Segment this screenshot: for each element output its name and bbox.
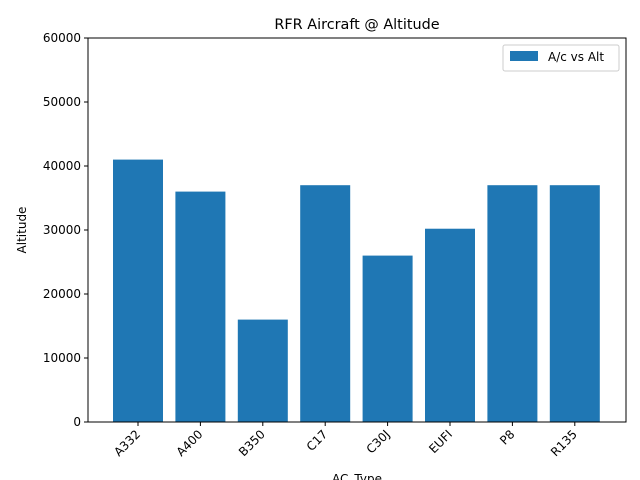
plot-frame [87, 37, 627, 423]
x-tick-label: A400 [174, 427, 206, 459]
x-axis-label: AC_Type [332, 472, 382, 480]
bar-p8 [487, 185, 538, 422]
x-tick-label: P8 [497, 427, 517, 447]
y-tick-label: 20000 [43, 287, 81, 301]
bar-a400 [175, 191, 226, 422]
bar-r135 [549, 185, 600, 422]
x-tick-label: B350 [236, 427, 268, 459]
bar-c17 [300, 185, 351, 422]
bar-eufi [425, 228, 475, 422]
bars-group [113, 159, 600, 422]
y-tick-label: 10000 [43, 351, 81, 365]
legend-label: A/c vs Alt [548, 50, 604, 64]
y-tick-label: 40000 [43, 159, 81, 173]
y-tick-label: 60000 [43, 31, 81, 45]
y-axis-label: Altitude [15, 207, 29, 254]
legend-swatch [510, 51, 538, 61]
x-tick-label: C17 [304, 427, 331, 454]
bar-c30j [362, 255, 413, 422]
bar-b350 [237, 319, 288, 422]
legend: A/c vs Alt [502, 44, 620, 72]
x-axis-ticks: A332 A400 B350 C17 C30J EUFI P8 R135 [111, 422, 580, 459]
x-tick-label: R135 [548, 427, 580, 459]
y-tick-label: 0 [73, 415, 81, 429]
x-tick-label: EUFI [426, 427, 455, 456]
y-axis-ticks: 0 10000 20000 30000 40000 50000 60000 [43, 31, 88, 429]
x-tick-label: C30J [364, 427, 393, 456]
y-tick-label: 50000 [43, 95, 81, 109]
chart-title: RFR Aircraft @ Altitude [274, 17, 439, 33]
bar-a332 [113, 159, 163, 422]
x-tick-label: A332 [111, 427, 143, 459]
y-tick-label: 30000 [43, 223, 81, 237]
